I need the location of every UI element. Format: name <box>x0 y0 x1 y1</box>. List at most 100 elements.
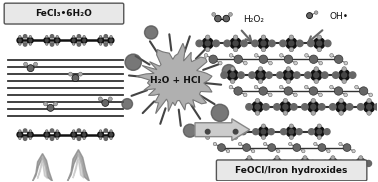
Circle shape <box>56 39 59 42</box>
Circle shape <box>247 161 251 166</box>
Circle shape <box>261 35 266 39</box>
Circle shape <box>283 70 294 81</box>
Circle shape <box>297 40 303 47</box>
Circle shape <box>34 62 37 66</box>
Circle shape <box>77 43 81 46</box>
Circle shape <box>305 54 308 57</box>
Circle shape <box>258 67 263 71</box>
Circle shape <box>294 61 297 65</box>
Circle shape <box>212 129 218 135</box>
Circle shape <box>203 127 213 137</box>
Circle shape <box>374 104 378 110</box>
Circle shape <box>209 55 217 64</box>
Circle shape <box>286 73 291 78</box>
Circle shape <box>289 135 293 139</box>
Circle shape <box>56 137 59 140</box>
Circle shape <box>319 104 325 110</box>
Circle shape <box>344 93 347 97</box>
Circle shape <box>54 102 57 106</box>
Circle shape <box>45 133 48 136</box>
Circle shape <box>23 137 27 140</box>
Circle shape <box>303 161 307 166</box>
Circle shape <box>289 41 294 46</box>
Circle shape <box>29 43 31 45</box>
Circle shape <box>225 129 231 135</box>
Circle shape <box>294 93 297 97</box>
Circle shape <box>233 35 238 39</box>
Circle shape <box>29 39 32 42</box>
Circle shape <box>71 132 76 137</box>
Circle shape <box>83 39 85 42</box>
Circle shape <box>17 132 23 137</box>
Circle shape <box>274 104 280 110</box>
Circle shape <box>196 40 203 47</box>
Circle shape <box>294 161 300 166</box>
Circle shape <box>249 72 255 78</box>
Circle shape <box>227 70 238 81</box>
Circle shape <box>234 124 238 128</box>
Circle shape <box>330 85 333 89</box>
Circle shape <box>369 93 373 97</box>
Polygon shape <box>136 43 212 114</box>
Circle shape <box>110 130 112 132</box>
Circle shape <box>19 39 21 42</box>
Circle shape <box>183 124 197 137</box>
Circle shape <box>110 35 112 38</box>
Circle shape <box>268 93 272 97</box>
Circle shape <box>110 39 112 42</box>
Circle shape <box>68 72 73 76</box>
Circle shape <box>104 129 107 132</box>
Circle shape <box>50 129 54 132</box>
Circle shape <box>222 65 235 78</box>
Circle shape <box>47 104 54 111</box>
Circle shape <box>238 142 242 146</box>
Circle shape <box>255 98 260 103</box>
Circle shape <box>56 133 59 136</box>
Circle shape <box>77 137 81 140</box>
Circle shape <box>56 43 59 45</box>
Circle shape <box>258 73 263 78</box>
Circle shape <box>71 37 76 43</box>
Circle shape <box>261 129 266 134</box>
Circle shape <box>286 79 291 84</box>
Circle shape <box>54 37 60 43</box>
Circle shape <box>238 72 244 78</box>
Circle shape <box>308 129 314 135</box>
Circle shape <box>215 15 221 22</box>
Circle shape <box>104 137 107 140</box>
Circle shape <box>240 129 246 135</box>
Circle shape <box>50 137 54 140</box>
Circle shape <box>202 38 213 49</box>
Circle shape <box>346 104 353 110</box>
Circle shape <box>258 38 269 49</box>
Circle shape <box>366 161 372 166</box>
Circle shape <box>255 104 260 109</box>
Circle shape <box>261 47 266 52</box>
Circle shape <box>286 38 297 49</box>
Circle shape <box>304 85 308 89</box>
Circle shape <box>317 35 322 39</box>
Circle shape <box>367 104 372 109</box>
Circle shape <box>224 40 231 47</box>
Circle shape <box>244 158 254 169</box>
Circle shape <box>110 133 112 136</box>
Circle shape <box>350 161 356 166</box>
Circle shape <box>293 144 301 151</box>
Circle shape <box>367 111 371 115</box>
Circle shape <box>305 72 311 78</box>
Circle shape <box>99 35 102 38</box>
Circle shape <box>99 43 102 45</box>
Circle shape <box>206 124 210 128</box>
Circle shape <box>102 99 109 106</box>
Circle shape <box>255 111 260 115</box>
Circle shape <box>280 129 287 135</box>
Circle shape <box>268 129 274 135</box>
Circle shape <box>46 35 48 38</box>
Circle shape <box>17 37 23 43</box>
Circle shape <box>230 38 241 49</box>
Circle shape <box>307 13 313 19</box>
Circle shape <box>211 104 229 121</box>
Circle shape <box>252 101 263 112</box>
Circle shape <box>269 40 275 47</box>
Circle shape <box>317 47 322 52</box>
